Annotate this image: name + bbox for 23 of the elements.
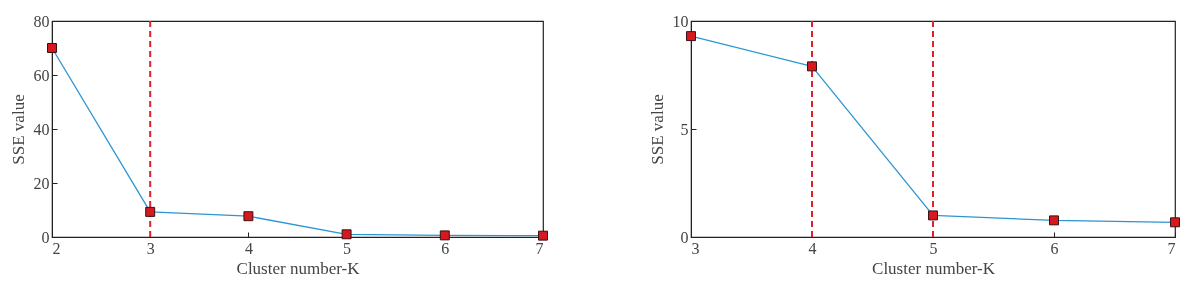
x-tick-label: 6 [1050, 239, 1059, 257]
x-tick-label: 3 [146, 239, 155, 257]
y-axis-title: SSE value [8, 94, 28, 165]
x-tick-label: 5 [929, 239, 938, 257]
x-axis-title: Cluster number-K [872, 258, 996, 278]
x-axis-title: Cluster number-K [236, 258, 361, 278]
y-tick-label: 60 [33, 66, 50, 84]
y-tick-label: 0 [680, 228, 689, 246]
y-tick-label: 0 [41, 228, 50, 246]
y-tick-label: 20 [33, 174, 50, 192]
x-tick-label: 3 [691, 239, 700, 257]
x-tick-label: 4 [244, 239, 253, 257]
x-tick-label: 4 [808, 239, 817, 257]
x-tick-label: 5 [343, 239, 352, 257]
x-tick-label: 7 [535, 239, 544, 257]
x-tick-label: 2 [52, 239, 61, 257]
y-tick-label: 80 [33, 12, 50, 30]
x-tick-label: 7 [1167, 239, 1176, 257]
y-tick-label: 10 [672, 12, 689, 30]
y-tick-label: 5 [680, 120, 689, 138]
y-axis-title: SSE value [647, 94, 667, 165]
y-tick-label: 40 [33, 120, 50, 138]
x-tick-label: 6 [441, 239, 450, 257]
